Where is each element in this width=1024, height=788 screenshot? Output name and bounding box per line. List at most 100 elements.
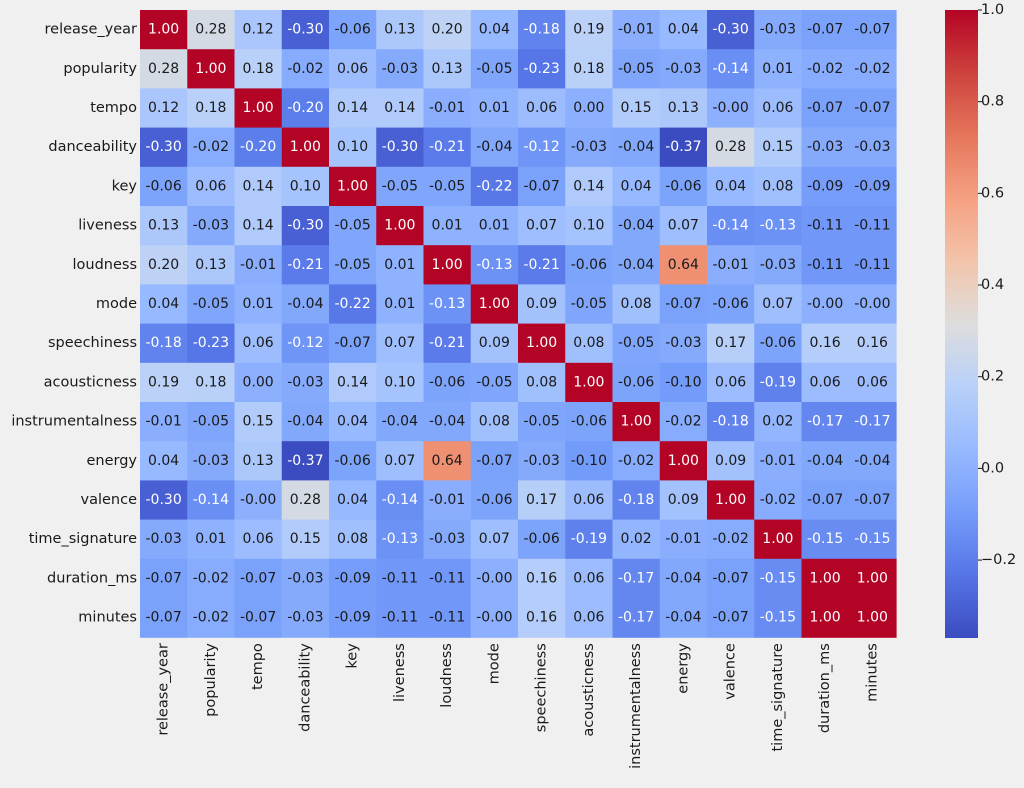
cell-value-label: 0.16 xyxy=(857,335,888,351)
row-tick-label: duration_ms xyxy=(47,570,137,586)
cell-value-label: 1.00 xyxy=(573,374,604,390)
heatmap-cell xyxy=(801,558,850,599)
heatmap-cell xyxy=(376,402,425,442)
cell-value-label: -0.04 xyxy=(618,218,654,234)
heatmap-cell xyxy=(565,245,614,285)
cell-value-label: -0.17 xyxy=(618,610,654,626)
cell-value-label: -0.01 xyxy=(429,492,465,508)
cell-value-label: -0.00 xyxy=(854,296,890,312)
heatmap-cell xyxy=(140,323,188,364)
heatmap-cell xyxy=(518,166,566,207)
heatmap-cell xyxy=(612,206,661,246)
heatmap-cell xyxy=(659,558,708,599)
heatmap-cell xyxy=(470,49,519,89)
cell-value-label: -0.37 xyxy=(665,139,701,155)
heatmap-cell xyxy=(801,88,850,129)
cell-value-label: 0.14 xyxy=(384,100,415,116)
cell-value-label: -0.07 xyxy=(713,570,749,586)
cell-value-label: -0.07 xyxy=(476,453,512,469)
heatmap-cell xyxy=(848,245,897,285)
row-tick-label: popularity xyxy=(63,61,137,77)
heatmap-cell xyxy=(423,206,472,246)
cell-value-label: 0.06 xyxy=(573,610,604,626)
cell-value-label: -0.09 xyxy=(854,178,890,194)
cell-value-label: 0.16 xyxy=(526,570,557,586)
cell-value-label: -0.06 xyxy=(476,492,512,508)
cell-value-label: -0.07 xyxy=(807,492,843,508)
cell-value-label: 1.00 xyxy=(337,178,368,194)
heatmap-cell xyxy=(659,519,708,560)
heatmap-cell xyxy=(423,519,472,560)
cell-value-label: -0.03 xyxy=(382,61,418,77)
cell-value-label: -0.06 xyxy=(146,178,182,194)
cell-value-label: 0.06 xyxy=(337,61,368,77)
cell-value-label: 0.17 xyxy=(715,335,746,351)
heatmap-cell xyxy=(140,558,188,599)
heatmap-cell xyxy=(281,441,330,481)
heatmap-cell xyxy=(707,558,755,599)
cell-value-label: 0.04 xyxy=(148,453,179,469)
column-tick-label: speechiness xyxy=(534,643,550,732)
heatmap-cell xyxy=(187,402,236,442)
heatmap-cell xyxy=(612,558,661,599)
heatmap-cell xyxy=(518,558,566,599)
heatmap-cell xyxy=(281,284,330,325)
heatmap-cell xyxy=(801,284,850,325)
cell-value-label: -0.11 xyxy=(429,610,465,626)
cell-value-label: 0.07 xyxy=(384,453,415,469)
heatmap-cell xyxy=(612,441,661,481)
heatmap-cell xyxy=(376,598,425,638)
heatmap-cell xyxy=(376,10,425,50)
heatmap-cell xyxy=(754,206,803,246)
heatmap-cell xyxy=(470,166,519,207)
cell-value-label: 0.64 xyxy=(668,257,699,273)
heatmap-cell xyxy=(376,49,425,89)
cell-value-label: 0.06 xyxy=(715,374,746,390)
heatmap-cell xyxy=(707,49,755,89)
cell-value-label: -0.01 xyxy=(618,22,654,38)
colorbar-tick-label: 1.0 xyxy=(981,2,1004,18)
cell-value-label: -0.14 xyxy=(713,218,749,234)
heatmap-cell xyxy=(423,166,472,207)
heatmap-cell xyxy=(234,598,283,638)
heatmap-cell xyxy=(187,88,236,129)
heatmap-cell xyxy=(470,558,519,599)
cell-value-label: 0.01 xyxy=(479,218,510,234)
row-tick-label: speechiness xyxy=(48,335,137,351)
heatmap-cell xyxy=(659,166,708,207)
column-tick-label: popularity xyxy=(203,643,219,717)
heatmap-cell xyxy=(659,284,708,325)
heatmap-cell xyxy=(376,519,425,560)
cell-value-label: 1.00 xyxy=(621,414,652,430)
cell-value-label: -0.06 xyxy=(665,178,701,194)
heatmap-cell xyxy=(707,245,755,285)
heatmap-cell xyxy=(659,323,708,364)
cell-value-label: 0.01 xyxy=(432,218,463,234)
cell-value-label: -0.18 xyxy=(618,492,654,508)
cell-value-label: -0.06 xyxy=(618,374,654,390)
heatmap-cell xyxy=(329,127,377,168)
heatmap-cell xyxy=(612,402,661,442)
cell-value-label: -0.04 xyxy=(429,414,465,430)
cell-value-label: 0.06 xyxy=(857,374,888,390)
cell-value-label: -0.10 xyxy=(665,374,701,390)
heatmap-cell xyxy=(612,88,661,129)
heatmap-cell xyxy=(565,480,614,521)
colorbar-tick-label: 0.8 xyxy=(981,94,1004,110)
heatmap-cell xyxy=(612,480,661,521)
heatmap-cell xyxy=(281,402,330,442)
cell-value-label: -0.01 xyxy=(240,257,276,273)
heatmap-cell xyxy=(376,88,425,129)
cell-value-label: -0.30 xyxy=(146,492,182,508)
cell-value-label: -0.02 xyxy=(665,414,701,430)
heatmap-cell xyxy=(423,127,472,168)
cell-value-label: -0.01 xyxy=(665,531,701,547)
cell-value-label: -0.15 xyxy=(807,531,843,547)
row-tick-label: time_signature xyxy=(29,531,137,547)
cell-value-label: 1.00 xyxy=(668,453,699,469)
heatmap-cell xyxy=(801,519,850,560)
cell-value-label: 0.04 xyxy=(668,22,699,38)
cell-value-label: -0.04 xyxy=(854,453,890,469)
heatmap-cell xyxy=(659,245,708,285)
cell-value-label: 0.16 xyxy=(526,610,557,626)
